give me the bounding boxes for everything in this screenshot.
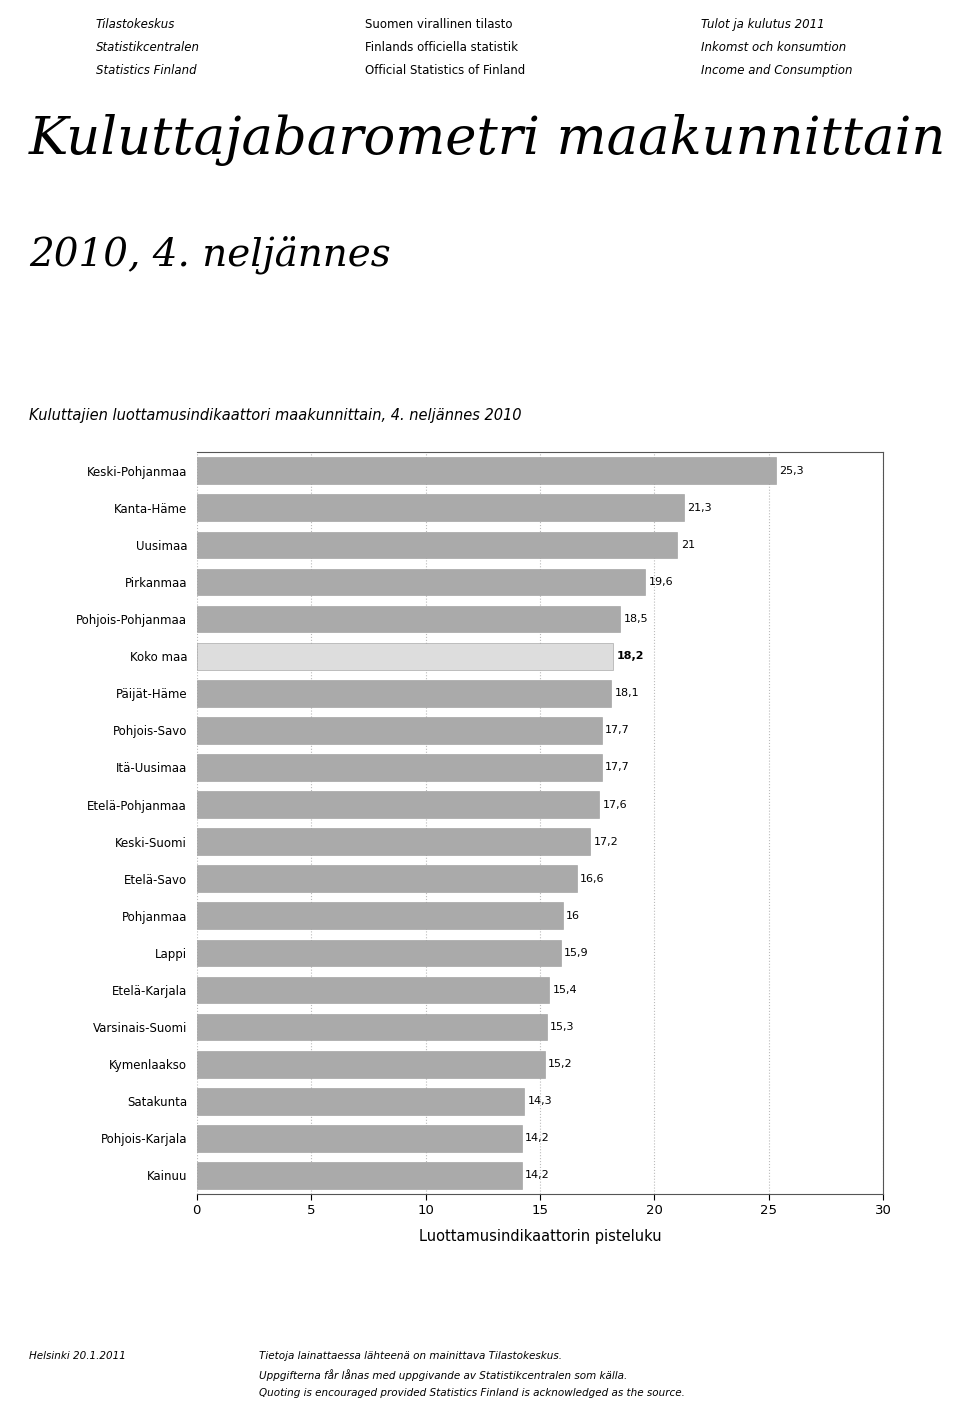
Text: 2010, 4. neljännes: 2010, 4. neljännes — [29, 235, 391, 274]
Bar — [197, 1161, 521, 1188]
Text: 17,6: 17,6 — [603, 800, 628, 810]
Text: Inkomst och konsumtion: Inkomst och konsumtion — [701, 41, 846, 54]
Text: Tietoja lainattaessa lähteenä on mainittava Tilastokeskus.: Tietoja lainattaessa lähteenä on mainitt… — [259, 1351, 563, 1361]
Bar — [197, 1013, 547, 1040]
Text: Kuluttajien luottamusindikaattori maakunnittain, 4. neljännes 2010: Kuluttajien luottamusindikaattori maakun… — [29, 408, 521, 422]
Bar — [197, 1051, 544, 1078]
Text: 25,3: 25,3 — [780, 466, 804, 476]
Text: Statistics Finland: Statistics Finland — [96, 64, 197, 78]
Bar — [197, 606, 620, 633]
Text: Kuluttajabarometri maakunnittain: Kuluttajabarometri maakunnittain — [29, 114, 947, 165]
Bar — [197, 458, 776, 485]
Text: 15,2: 15,2 — [548, 1060, 572, 1070]
Text: Helsinki 20.1.2011: Helsinki 20.1.2011 — [29, 1351, 126, 1361]
Bar — [197, 828, 590, 855]
Bar — [197, 1088, 524, 1115]
Bar — [197, 531, 678, 558]
Text: 18,5: 18,5 — [623, 615, 648, 625]
Text: Income and Consumption: Income and Consumption — [701, 64, 852, 78]
Text: 16: 16 — [566, 911, 580, 921]
Bar — [197, 716, 602, 743]
Bar — [197, 976, 549, 1003]
Text: 14,2: 14,2 — [525, 1133, 550, 1143]
Bar — [197, 940, 561, 966]
Text: 21,3: 21,3 — [687, 503, 712, 513]
Text: 15,3: 15,3 — [550, 1022, 575, 1031]
Text: 17,7: 17,7 — [605, 725, 630, 735]
Bar — [197, 791, 599, 818]
Text: 21: 21 — [681, 540, 695, 550]
X-axis label: Luottamusindikaattorin pisteluku: Luottamusindikaattorin pisteluku — [419, 1228, 661, 1243]
Text: 16,6: 16,6 — [580, 873, 605, 883]
Text: 17,2: 17,2 — [594, 836, 618, 846]
Text: 15,9: 15,9 — [564, 948, 588, 958]
Bar — [197, 903, 563, 930]
Bar — [197, 568, 645, 595]
Text: 18,2: 18,2 — [616, 651, 644, 661]
Bar — [197, 865, 577, 892]
Text: Tulot ja kulutus 2011: Tulot ja kulutus 2011 — [701, 18, 825, 31]
Bar — [197, 495, 684, 521]
Text: 14,3: 14,3 — [527, 1096, 552, 1106]
Text: Finlands officiella statistik: Finlands officiella statistik — [365, 41, 517, 54]
Bar — [197, 755, 602, 781]
Text: Statistikcentralen: Statistikcentralen — [96, 41, 200, 54]
Text: 18,1: 18,1 — [614, 688, 639, 698]
Text: 15,4: 15,4 — [553, 985, 577, 995]
Bar — [197, 680, 611, 706]
Text: 19,6: 19,6 — [649, 577, 673, 586]
Text: Official Statistics of Finland: Official Statistics of Finland — [365, 64, 525, 78]
Bar — [197, 1125, 521, 1152]
Text: Quoting is encouraged provided Statistics Finland is acknowledged as the source.: Quoting is encouraged provided Statistic… — [259, 1388, 685, 1397]
Text: 17,7: 17,7 — [605, 763, 630, 773]
Text: Suomen virallinen tilasto: Suomen virallinen tilasto — [365, 18, 513, 31]
Text: Uppgifterna får lånas med uppgivande av Statistikcentralen som källa.: Uppgifterna får lånas med uppgivande av … — [259, 1369, 628, 1382]
Text: Tilastokeskus: Tilastokeskus — [96, 18, 176, 31]
Bar — [197, 643, 613, 670]
Text: 14,2: 14,2 — [525, 1170, 550, 1180]
